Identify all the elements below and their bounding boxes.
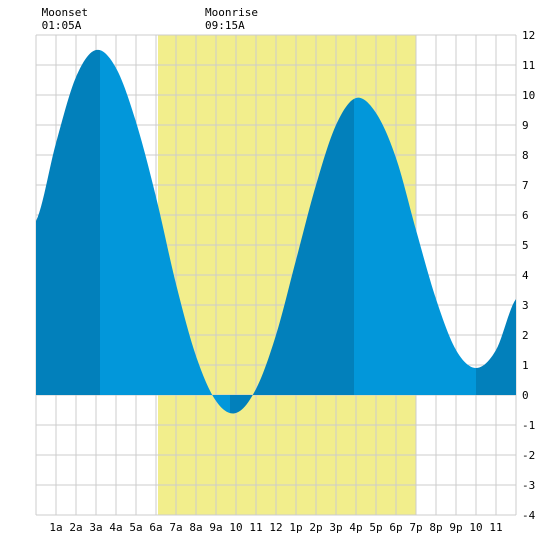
y-tick-label: 3: [522, 299, 529, 312]
y-tick-label: -1: [522, 419, 535, 432]
x-tick-label: 6a: [149, 521, 162, 534]
x-tick-label: 7p: [409, 521, 422, 534]
y-tick-label: 2: [522, 329, 529, 342]
tide-area-rising: [230, 98, 354, 414]
y-tick-label: -2: [522, 449, 535, 462]
y-tick-label: 7: [522, 179, 529, 192]
x-tick-label: 8p: [429, 521, 442, 534]
x-tick-label: 12: [269, 521, 282, 534]
x-tick-label: 9a: [209, 521, 222, 534]
moon-event-label: Moonrise: [205, 6, 258, 19]
y-tick-label: 11: [522, 59, 535, 72]
x-tick-label: 1a: [49, 521, 62, 534]
tide-area-falling: [100, 50, 230, 414]
y-tick-label: 4: [522, 269, 529, 282]
x-tick-label: 2a: [69, 521, 82, 534]
tide-area-falling: [354, 97, 476, 396]
x-tick-label: 11: [249, 521, 262, 534]
moon-event-time: 09:15A: [205, 19, 245, 32]
x-tick-label: 7a: [169, 521, 182, 534]
x-tick-label: 5p: [369, 521, 382, 534]
y-tick-label: 5: [522, 239, 529, 252]
x-tick-label: 8a: [189, 521, 202, 534]
y-tick-label: 8: [522, 149, 529, 162]
x-tick-label: 4a: [109, 521, 122, 534]
x-tick-label: 2p: [309, 521, 322, 534]
x-tick-label: 11: [489, 521, 502, 534]
tide-area-rising: [476, 299, 516, 395]
x-tick-label: 6p: [389, 521, 402, 534]
x-tick-label: 5a: [129, 521, 142, 534]
x-tick-label: 9p: [449, 521, 462, 534]
x-tick-label: 4p: [349, 521, 362, 534]
y-tick-label: 9: [522, 119, 529, 132]
y-tick-label: 0: [522, 389, 529, 402]
moon-event-label: Moonset: [42, 6, 88, 19]
y-tick-label: -4: [522, 509, 536, 522]
moon-event-time: 01:05A: [42, 19, 82, 32]
y-tick-label: 1: [522, 359, 529, 372]
y-tick-label: 10: [522, 89, 535, 102]
x-tick-label: 3p: [329, 521, 342, 534]
tide-area-rising: [36, 49, 100, 396]
y-tick-label: -3: [522, 479, 535, 492]
y-tick-label: 12: [522, 29, 535, 42]
x-tick-label: 10: [229, 521, 242, 534]
x-tick-label: 1p: [289, 521, 302, 534]
x-tick-label: 3a: [89, 521, 102, 534]
x-tick-label: 10: [469, 521, 482, 534]
y-tick-label: 6: [522, 209, 529, 222]
